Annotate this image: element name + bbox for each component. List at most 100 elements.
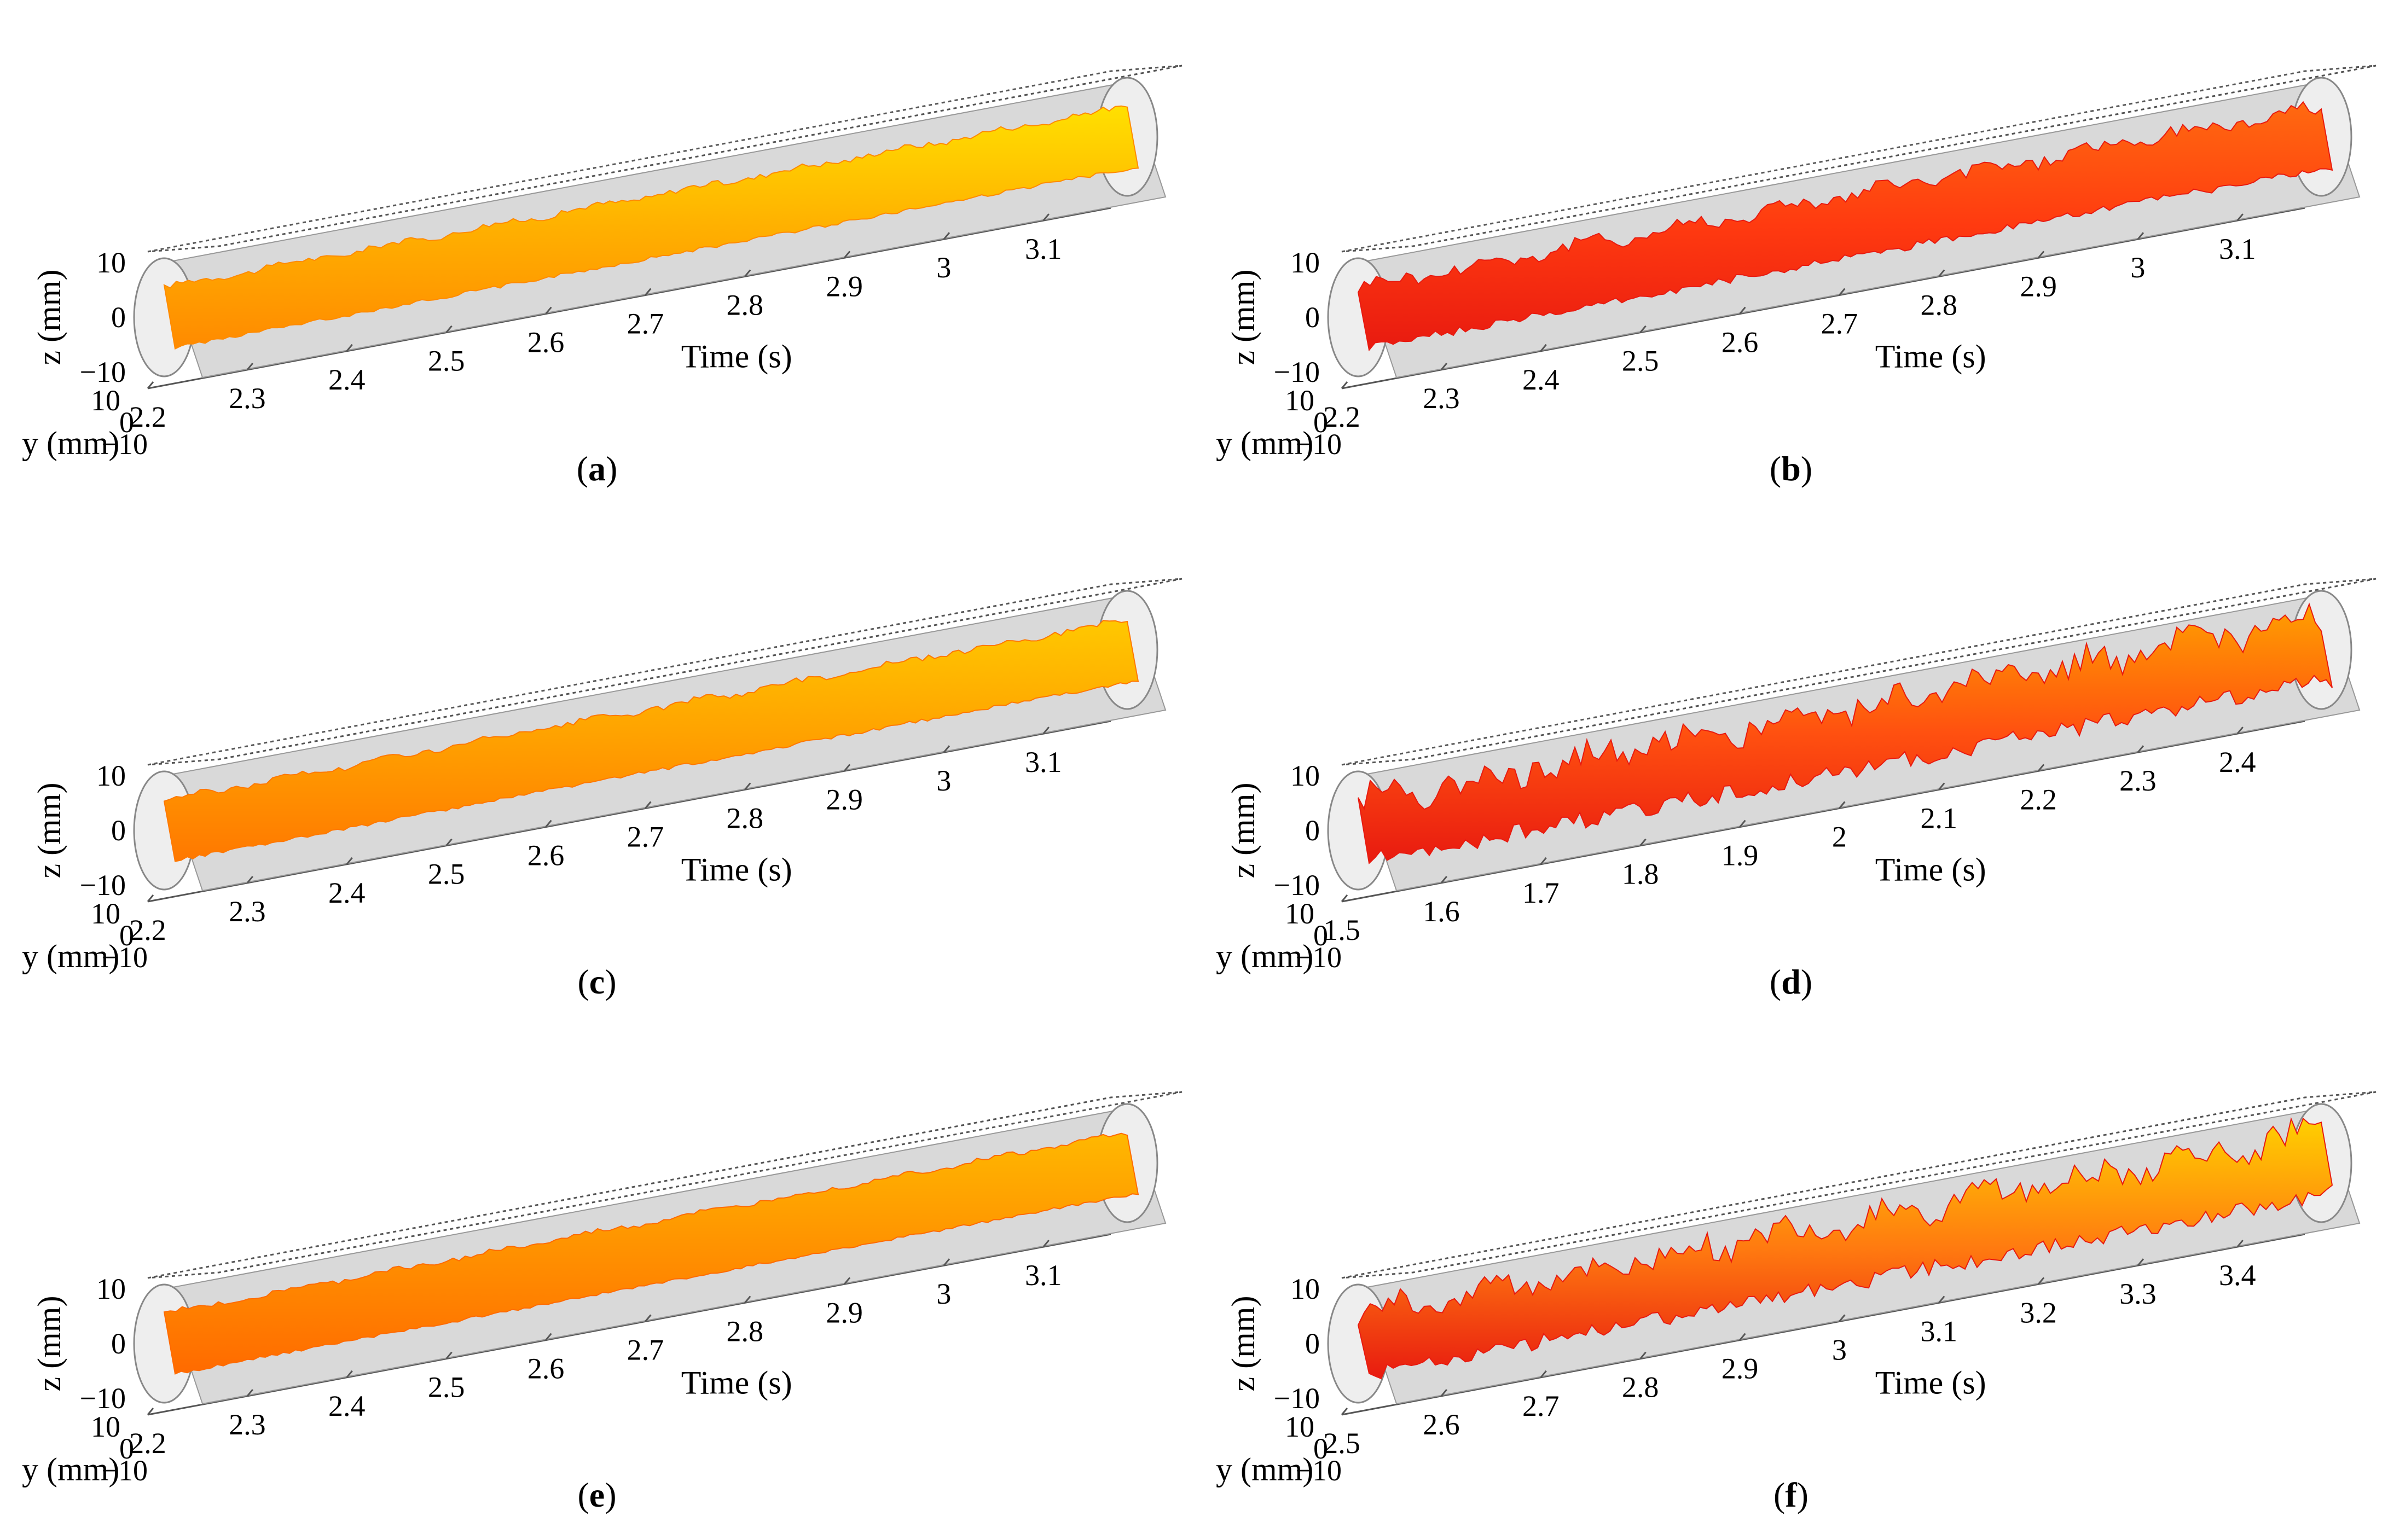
time-tick (2236, 1240, 2244, 1248)
y-axis-label: y (mm) (1216, 938, 1313, 974)
y-tick-label: 10 (1285, 1410, 1314, 1443)
z-tick-label: 0 (1305, 814, 1320, 847)
time-axis-label: Time (s) (681, 339, 792, 375)
time-tick-label: 2.4 (328, 876, 366, 909)
time-tick-label: 2.8 (726, 1315, 763, 1347)
time-tick-label: 2.7 (1522, 1390, 1560, 1422)
time-tick (1440, 875, 1448, 884)
axis-line-time (1341, 207, 2305, 390)
time-tick-label: 2.5 (428, 858, 465, 891)
film-surface (1357, 1117, 2333, 1380)
film-surface (163, 1132, 1139, 1375)
time-tick-label: 2.8 (726, 801, 763, 834)
time-tick-label: 2.6 (528, 326, 565, 359)
time-tick (445, 1351, 453, 1359)
time-tick (2037, 1277, 2045, 1285)
z-axis-label: z (mm) (1225, 270, 1261, 365)
time-tick-label: 2.7 (627, 1334, 664, 1367)
z-tick-label: 10 (96, 246, 126, 279)
time-tick-label: 2.3 (229, 1408, 266, 1441)
time-axis-label: Time (s) (681, 852, 792, 888)
bounding-box (1341, 578, 2377, 766)
time-tick (1639, 1351, 1647, 1359)
y-tick-label: 10 (1285, 384, 1314, 417)
axis-line-time (147, 720, 1111, 903)
time-tick-label: 3.1 (1025, 746, 1062, 778)
caption-e: (e) (577, 1475, 617, 1514)
time-tick-label: 3.3 (2119, 1277, 2157, 1310)
z-axis-label: z (mm) (31, 783, 67, 879)
time-tick (1042, 727, 1050, 735)
z-tick-label: 10 (96, 1272, 126, 1305)
time-tick (943, 1258, 950, 1266)
z-tick-label: 10 (1290, 1272, 1320, 1305)
z-tick-label: 0 (111, 814, 126, 847)
time-tick-label: 2.3 (1423, 382, 1460, 415)
time-tick (1440, 362, 1448, 370)
time-tick-label: 2.6 (1423, 1408, 1460, 1441)
time-tick-label: 2.1 (1920, 801, 1957, 834)
time-tick-label: 2.5 (428, 1371, 465, 1404)
time-tick-label: 2.4 (328, 1390, 366, 1422)
panel-f: 2.5 2.6 2.7 2.8 2.9 3 3.1 3.2 3.3 3.4 Time (s) 10 0−… (1194, 1026, 2388, 1539)
time-tick (1938, 269, 1945, 277)
time-tick (445, 838, 453, 846)
caption-c: (c) (577, 962, 617, 1001)
time-tick-label: 3.2 (2020, 1296, 2057, 1329)
time-tick-label: 2.7 (627, 307, 664, 340)
time-tick-label: 3.4 (2219, 1259, 2256, 1292)
time-tick (147, 381, 154, 389)
time-tick-label: 2.2 (1323, 400, 1360, 433)
y-axis-label: y (mm) (1216, 1451, 1313, 1487)
time-tick (1440, 1388, 1448, 1397)
time-tick-label: 2.5 (428, 345, 465, 377)
time-tick (744, 782, 751, 791)
time-tick (246, 362, 254, 370)
y-tick-label: 0 (119, 406, 134, 439)
time-tick (1639, 325, 1647, 333)
time-tick (645, 1314, 652, 1322)
time-tick-label: 2.6 (1722, 326, 1759, 359)
time-tick (1341, 1408, 1348, 1415)
z-tick-label: −10 (1274, 869, 1320, 902)
time-tick-label: 2.3 (229, 382, 266, 415)
caption-a: (a) (576, 449, 618, 488)
z-tick-label: 0 (1305, 301, 1320, 334)
time-tick (1839, 1314, 1846, 1322)
time-tick (147, 1408, 154, 1415)
time-tick (2236, 213, 2244, 222)
time-tick-label: 2.6 (528, 1352, 565, 1385)
time-tick-label: 2.7 (627, 821, 664, 853)
time-tick (1540, 1370, 1547, 1378)
y-tick-label: 0 (119, 1432, 134, 1465)
time-tick (346, 1370, 353, 1378)
time-tick (2137, 1258, 2144, 1266)
axis-line-time (147, 207, 1111, 390)
time-tick-label: 2.7 (1821, 307, 1858, 340)
time-tick (2037, 764, 2045, 772)
bounding-box (147, 578, 1183, 766)
time-tick-label: 2.9 (826, 783, 863, 816)
time-axis-label: Time (s) (1875, 852, 1986, 888)
film-surface (1358, 602, 2333, 865)
time-tick-label: 2.4 (1522, 363, 1560, 396)
time-tick (545, 1333, 552, 1341)
time-tick-label: 2.4 (2219, 746, 2256, 778)
z-tick-label: 10 (1290, 759, 1320, 792)
time-tick (2137, 745, 2144, 753)
z-axis-label: z (mm) (1225, 1296, 1261, 1392)
z-tick-label: −10 (1274, 1382, 1320, 1415)
time-tick (1639, 838, 1647, 846)
time-tick-label: 1.5 (1323, 914, 1360, 946)
time-tick (2236, 727, 2244, 735)
y-tick-label: 0 (119, 919, 134, 952)
z-tick-label: −10 (80, 356, 126, 388)
time-tick-label: 2.5 (1323, 1427, 1360, 1460)
time-tick-label: 2.9 (2020, 270, 2057, 303)
time-tick-label: 2.9 (1722, 1352, 1759, 1385)
time-tick-label: 2.8 (1622, 1371, 1659, 1404)
